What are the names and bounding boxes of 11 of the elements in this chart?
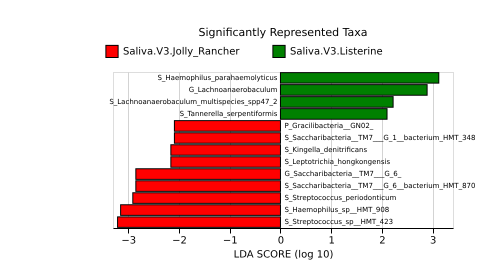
x-tick-label: 3 [430,236,436,246]
x-tick-label: 0 [278,236,284,246]
x-tick-label: −3 [121,236,136,246]
chart-title: Significantly Represented Taxa [198,26,368,39]
x-axis-title: LDA SCORE (log 10) [234,250,334,260]
x-tick-label: 2 [379,236,386,246]
x-tick-label: −2 [172,236,187,246]
legend-label: Saliva.V3.Listerine [290,46,383,58]
x-tick-label: 1 [328,236,335,246]
legend-label: Saliva.V3.Jolly_Rancher [123,46,240,58]
x-tick-label: −1 [222,236,238,246]
